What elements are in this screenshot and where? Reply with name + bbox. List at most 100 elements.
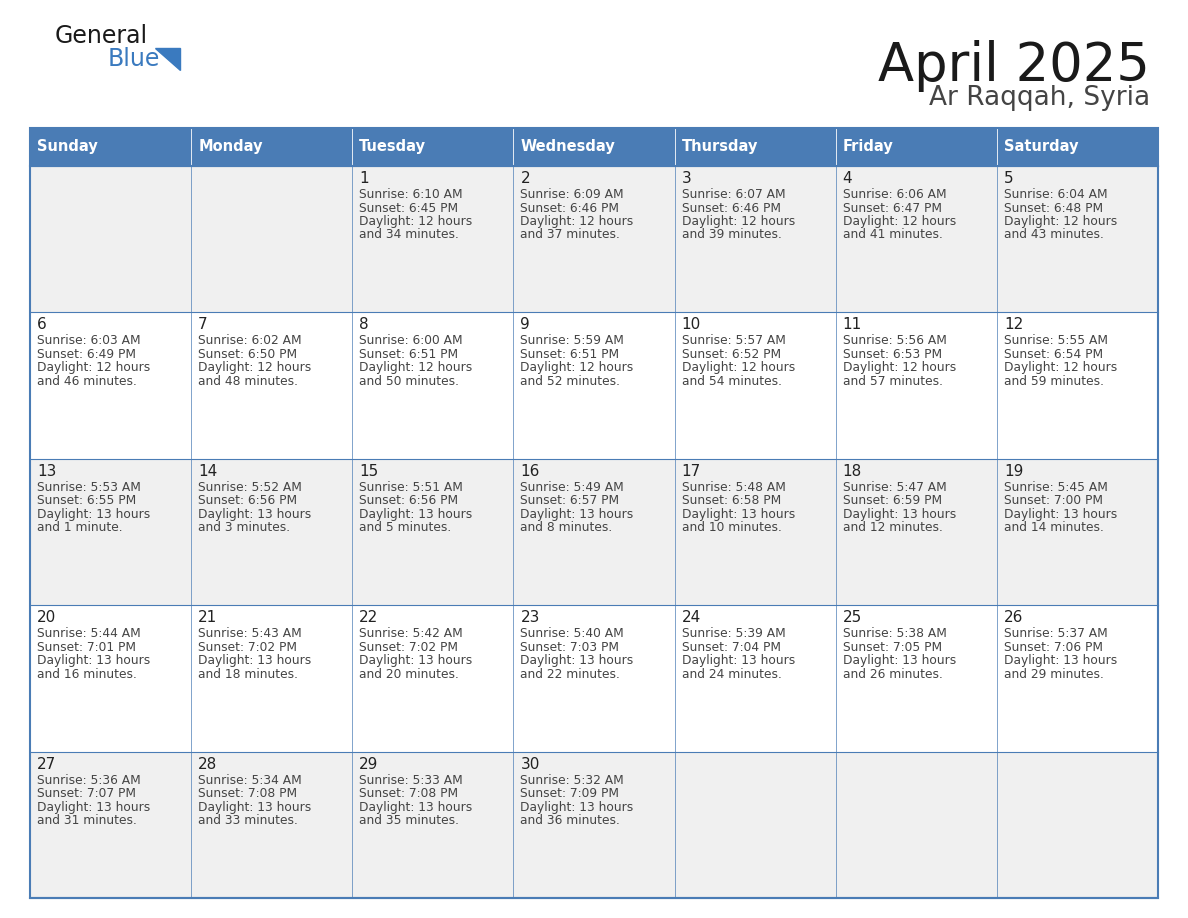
FancyBboxPatch shape — [997, 459, 1158, 605]
FancyBboxPatch shape — [675, 312, 835, 459]
FancyBboxPatch shape — [513, 459, 675, 605]
Text: and 24 minutes.: and 24 minutes. — [682, 667, 782, 681]
Text: Daylight: 13 hours: Daylight: 13 hours — [520, 800, 633, 813]
Text: Sunset: 6:57 PM: Sunset: 6:57 PM — [520, 494, 620, 508]
Text: 21: 21 — [198, 610, 217, 625]
Text: Daylight: 12 hours: Daylight: 12 hours — [198, 362, 311, 375]
Text: Sunset: 6:46 PM: Sunset: 6:46 PM — [682, 201, 781, 215]
Text: Daylight: 13 hours: Daylight: 13 hours — [198, 508, 311, 521]
Text: and 46 minutes.: and 46 minutes. — [37, 375, 137, 388]
Text: Daylight: 12 hours: Daylight: 12 hours — [359, 215, 473, 228]
Text: Friday: Friday — [842, 140, 893, 154]
Text: 26: 26 — [1004, 610, 1023, 625]
FancyBboxPatch shape — [675, 128, 835, 166]
Text: Sunset: 7:03 PM: Sunset: 7:03 PM — [520, 641, 619, 654]
Text: Sunrise: 5:37 AM: Sunrise: 5:37 AM — [1004, 627, 1107, 640]
Text: Daylight: 13 hours: Daylight: 13 hours — [842, 655, 956, 667]
Text: and 12 minutes.: and 12 minutes. — [842, 521, 942, 534]
FancyBboxPatch shape — [675, 605, 835, 752]
Text: and 20 minutes.: and 20 minutes. — [359, 667, 459, 681]
Text: Sunrise: 5:59 AM: Sunrise: 5:59 AM — [520, 334, 625, 347]
FancyBboxPatch shape — [30, 128, 191, 166]
FancyBboxPatch shape — [675, 459, 835, 605]
Text: and 59 minutes.: and 59 minutes. — [1004, 375, 1104, 388]
Text: Sunrise: 6:04 AM: Sunrise: 6:04 AM — [1004, 188, 1107, 201]
Text: Sunset: 6:51 PM: Sunset: 6:51 PM — [359, 348, 459, 361]
Text: Sunset: 7:02 PM: Sunset: 7:02 PM — [359, 641, 459, 654]
FancyBboxPatch shape — [997, 312, 1158, 459]
Text: Daylight: 12 hours: Daylight: 12 hours — [842, 215, 956, 228]
Text: Sunset: 7:04 PM: Sunset: 7:04 PM — [682, 641, 781, 654]
Text: 20: 20 — [37, 610, 56, 625]
Text: and 14 minutes.: and 14 minutes. — [1004, 521, 1104, 534]
FancyBboxPatch shape — [835, 128, 997, 166]
Text: and 39 minutes.: and 39 minutes. — [682, 229, 782, 241]
Polygon shape — [154, 48, 181, 70]
Text: Sunrise: 5:34 AM: Sunrise: 5:34 AM — [198, 774, 302, 787]
Text: and 33 minutes.: and 33 minutes. — [198, 814, 298, 827]
Text: Daylight: 13 hours: Daylight: 13 hours — [359, 655, 473, 667]
Text: and 22 minutes.: and 22 minutes. — [520, 667, 620, 681]
Text: Sunrise: 6:07 AM: Sunrise: 6:07 AM — [682, 188, 785, 201]
FancyBboxPatch shape — [30, 312, 191, 459]
Text: Sunset: 7:09 PM: Sunset: 7:09 PM — [520, 787, 619, 800]
Text: Blue: Blue — [108, 47, 160, 71]
Text: 6: 6 — [37, 318, 46, 332]
Text: Sunrise: 5:49 AM: Sunrise: 5:49 AM — [520, 481, 624, 494]
Text: Sunrise: 5:36 AM: Sunrise: 5:36 AM — [37, 774, 140, 787]
FancyBboxPatch shape — [191, 605, 353, 752]
Text: Sunrise: 5:45 AM: Sunrise: 5:45 AM — [1004, 481, 1107, 494]
Text: and 57 minutes.: and 57 minutes. — [842, 375, 943, 388]
Text: April 2025: April 2025 — [878, 40, 1150, 92]
Text: 10: 10 — [682, 318, 701, 332]
FancyBboxPatch shape — [997, 752, 1158, 898]
Text: Daylight: 13 hours: Daylight: 13 hours — [520, 655, 633, 667]
Text: Sunset: 6:53 PM: Sunset: 6:53 PM — [842, 348, 942, 361]
Text: Daylight: 12 hours: Daylight: 12 hours — [1004, 362, 1117, 375]
Text: Daylight: 13 hours: Daylight: 13 hours — [359, 508, 473, 521]
Text: 11: 11 — [842, 318, 862, 332]
FancyBboxPatch shape — [997, 605, 1158, 752]
Text: 24: 24 — [682, 610, 701, 625]
Text: and 54 minutes.: and 54 minutes. — [682, 375, 782, 388]
Text: Saturday: Saturday — [1004, 140, 1079, 154]
Text: Sunset: 7:06 PM: Sunset: 7:06 PM — [1004, 641, 1102, 654]
Text: Sunset: 6:47 PM: Sunset: 6:47 PM — [842, 201, 942, 215]
Text: and 48 minutes.: and 48 minutes. — [198, 375, 298, 388]
FancyBboxPatch shape — [675, 752, 835, 898]
Text: and 1 minute.: and 1 minute. — [37, 521, 122, 534]
Text: Sunset: 6:52 PM: Sunset: 6:52 PM — [682, 348, 781, 361]
FancyBboxPatch shape — [353, 459, 513, 605]
Text: Sunrise: 6:02 AM: Sunrise: 6:02 AM — [198, 334, 302, 347]
Text: Sunset: 6:54 PM: Sunset: 6:54 PM — [1004, 348, 1102, 361]
Text: Daylight: 12 hours: Daylight: 12 hours — [37, 362, 150, 375]
Text: Sunrise: 6:06 AM: Sunrise: 6:06 AM — [842, 188, 947, 201]
FancyBboxPatch shape — [675, 166, 835, 312]
Text: Sunset: 6:46 PM: Sunset: 6:46 PM — [520, 201, 619, 215]
Text: Sunrise: 5:44 AM: Sunrise: 5:44 AM — [37, 627, 140, 640]
Text: 4: 4 — [842, 171, 852, 186]
Text: Sunset: 6:45 PM: Sunset: 6:45 PM — [359, 201, 459, 215]
Text: 18: 18 — [842, 464, 862, 479]
FancyBboxPatch shape — [997, 166, 1158, 312]
Text: Sunrise: 5:57 AM: Sunrise: 5:57 AM — [682, 334, 785, 347]
Text: 2: 2 — [520, 171, 530, 186]
Text: 1: 1 — [359, 171, 369, 186]
Text: Wednesday: Wednesday — [520, 140, 615, 154]
Text: Sunset: 6:51 PM: Sunset: 6:51 PM — [520, 348, 620, 361]
Text: 17: 17 — [682, 464, 701, 479]
Text: and 52 minutes.: and 52 minutes. — [520, 375, 620, 388]
Text: Sunrise: 5:33 AM: Sunrise: 5:33 AM — [359, 774, 463, 787]
Text: Sunrise: 5:52 AM: Sunrise: 5:52 AM — [198, 481, 302, 494]
FancyBboxPatch shape — [30, 459, 191, 605]
Text: 13: 13 — [37, 464, 56, 479]
Text: Sunset: 6:56 PM: Sunset: 6:56 PM — [359, 494, 459, 508]
Text: Daylight: 13 hours: Daylight: 13 hours — [37, 655, 150, 667]
Text: 25: 25 — [842, 610, 862, 625]
Text: Daylight: 12 hours: Daylight: 12 hours — [520, 362, 633, 375]
Text: 9: 9 — [520, 318, 530, 332]
FancyBboxPatch shape — [997, 128, 1158, 166]
Text: 29: 29 — [359, 756, 379, 772]
FancyBboxPatch shape — [191, 312, 353, 459]
FancyBboxPatch shape — [30, 166, 191, 312]
